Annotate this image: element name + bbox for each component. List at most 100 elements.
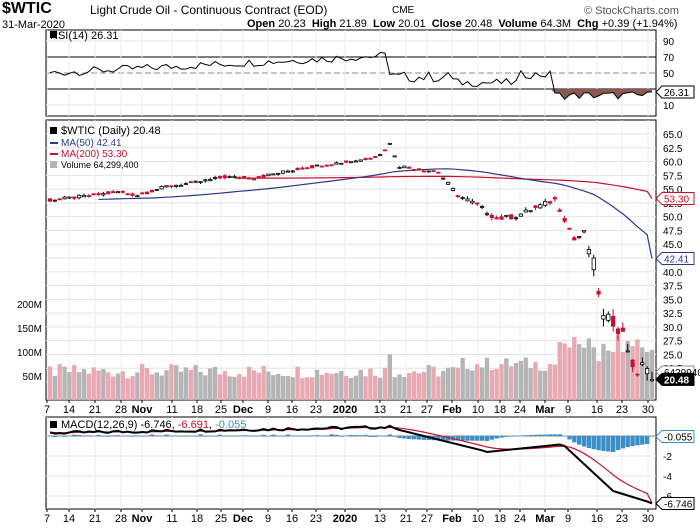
candle-body [363, 157, 368, 161]
candle-body [436, 171, 441, 174]
volume-bar [567, 347, 572, 400]
volume-bar [295, 366, 300, 400]
x-tick-label: 23 [310, 404, 322, 416]
price-tick-label: 62.5 [663, 144, 683, 155]
volume-bar [246, 366, 252, 400]
rsi-tick-label: 10 [663, 101, 675, 112]
volume-bar [436, 376, 441, 400]
candle-body [601, 315, 606, 320]
x-tick-label: 9 [565, 404, 571, 416]
macd-label-hist: -0.055 [215, 419, 246, 431]
macd-hist-bar [392, 436, 397, 437]
candle-body [543, 201, 548, 206]
macd-hist-bar [256, 435, 261, 437]
candle-body [412, 169, 417, 171]
candle-body [470, 200, 475, 204]
close-marker: 20.48 [655, 372, 695, 386]
volume-bar [470, 370, 475, 400]
volume-bar [528, 368, 533, 400]
x-tick-label: Dec [233, 404, 253, 416]
macd-hist-bar [295, 436, 300, 437]
volume-bar [309, 377, 315, 400]
candle-body [523, 209, 528, 213]
candle-body [140, 192, 145, 195]
low-label: Low [373, 18, 396, 30]
volume-bar [411, 371, 417, 400]
candle-body [261, 174, 266, 178]
candle-body [489, 214, 494, 219]
ma50-marker-text: 42.41 [664, 254, 689, 265]
candle-body [625, 350, 630, 353]
candle-body [276, 172, 281, 175]
x-tick-label: Nov [132, 404, 154, 416]
macd-hist-bar [649, 436, 655, 437]
volume-bar [557, 342, 562, 400]
price-tick-label: 25.0 [663, 350, 683, 361]
exchange-label: CME [392, 5, 415, 16]
candle-body [280, 170, 286, 174]
volume-bar [217, 374, 223, 400]
volume-bar [363, 376, 368, 400]
macd-hist-bar [334, 434, 339, 436]
macd-hist-bar [300, 435, 305, 437]
volume-bar [450, 367, 456, 400]
candle-body [91, 193, 96, 196]
ma200-marker: 53.30 [655, 191, 695, 205]
volume-bar [232, 376, 237, 400]
x-tick-label: 24 [514, 404, 526, 416]
volume-bar [509, 366, 514, 400]
volume-label: Volume [498, 18, 538, 30]
macd-hist-bar [402, 436, 407, 439]
macd-legend-swatch [50, 421, 57, 428]
volume-bar [251, 370, 257, 400]
volume-bar [62, 366, 67, 400]
candle-body [504, 214, 509, 217]
rsi-oversold-fill [50, 89, 652, 100]
volume-bar [329, 373, 334, 400]
macd-hist-bar [110, 435, 116, 436]
candle-body [290, 170, 295, 173]
macd-hist-bar [106, 436, 111, 437]
volume-bar [387, 354, 393, 400]
macd-hist-bar [324, 435, 329, 436]
candle-body [499, 216, 504, 220]
x-tick-label: 25 [215, 513, 227, 525]
macd-hist-bar [581, 436, 587, 447]
rsi-tick-label: 70 [663, 53, 675, 64]
stockcharts-logo[interactable]: © StockCharts.com [584, 5, 679, 17]
candle-body [348, 161, 354, 164]
candle-body [518, 213, 524, 217]
x-tick-label: 10 [472, 513, 484, 525]
x-tick-label: 28 [115, 513, 127, 525]
volume-bar [610, 351, 616, 400]
legend-price: $WTIC (Daily) 20.48 [61, 125, 161, 137]
close-marker-text: 20.48 [664, 375, 689, 386]
candle-body [222, 175, 227, 179]
volume-bar [630, 346, 635, 400]
macd-hist-bar [635, 436, 640, 446]
candle-body [266, 173, 271, 177]
macd-hist-bar [115, 435, 121, 436]
candle-body [606, 313, 611, 321]
ma200-marker-text: 53.30 [664, 194, 689, 205]
x-tick-label: 2020 [333, 513, 357, 525]
rsi-panel: 9070503010 RSI(14) 26.31 [45, 29, 675, 117]
macd-hist-bar [290, 435, 295, 437]
price-panel: 65.062.560.057.555.052.550.047.545.042.5… [17, 119, 683, 401]
macd-hist-bar [504, 436, 509, 437]
macd-hist-bar [222, 435, 227, 437]
candle-body [397, 166, 402, 169]
volume-bar [188, 369, 193, 400]
symbol-title[interactable]: $WTIC [2, 0, 52, 17]
candle-body [358, 159, 363, 162]
x-tick-label: 18 [191, 513, 203, 525]
candle-body [586, 249, 591, 255]
volume-bar [377, 377, 383, 400]
macd-hist-bar [518, 435, 524, 436]
chart-header: $WTIC Light Crude Oil - Continuous Contr… [0, 0, 700, 34]
macd-hist-bar [144, 436, 150, 437]
candle-body [577, 235, 582, 239]
volume-bar [479, 367, 485, 400]
candle-body [164, 185, 169, 188]
